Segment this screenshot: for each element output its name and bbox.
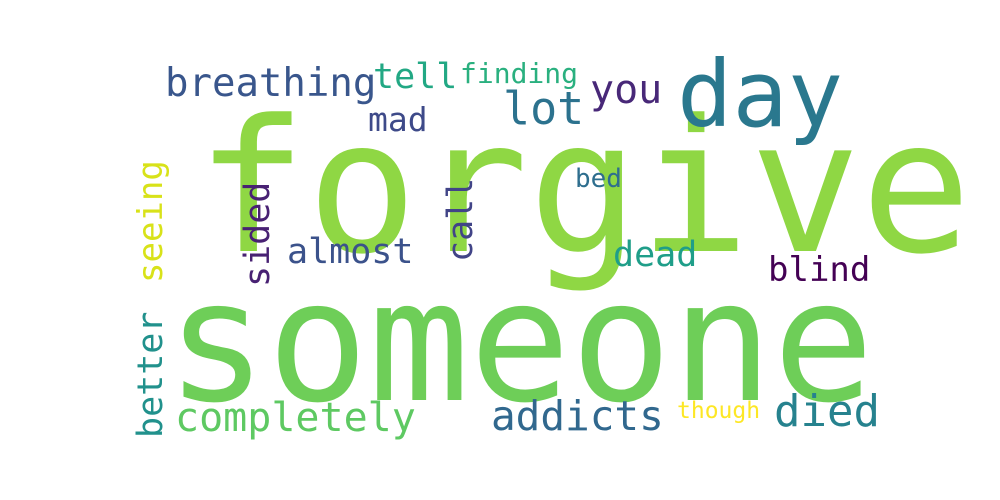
word-seeing: seeing: [131, 160, 171, 283]
word-breathing: breathing: [165, 61, 377, 106]
word-call: call: [441, 177, 481, 262]
word-though: though: [677, 398, 761, 424]
word-sided: sided: [238, 181, 278, 287]
word-finding: finding: [460, 57, 579, 90]
word-someone: someone: [166, 244, 875, 440]
word-blind: blind: [768, 250, 871, 290]
word-addicts: addicts: [491, 392, 664, 440]
word-mad: mad: [368, 100, 428, 139]
word-tell: tell: [373, 57, 458, 97]
word-almost: almost: [287, 232, 414, 272]
word-you: you: [590, 67, 663, 113]
word-completely: completely: [175, 395, 416, 441]
word-better: better: [131, 311, 171, 438]
word-died: died: [774, 386, 880, 437]
word-forgive: forgive: [196, 81, 972, 295]
word-dead: dead: [613, 235, 698, 275]
word-lot: lot: [503, 82, 585, 135]
word-day: day: [677, 41, 844, 148]
word-bed: bed: [575, 164, 622, 194]
